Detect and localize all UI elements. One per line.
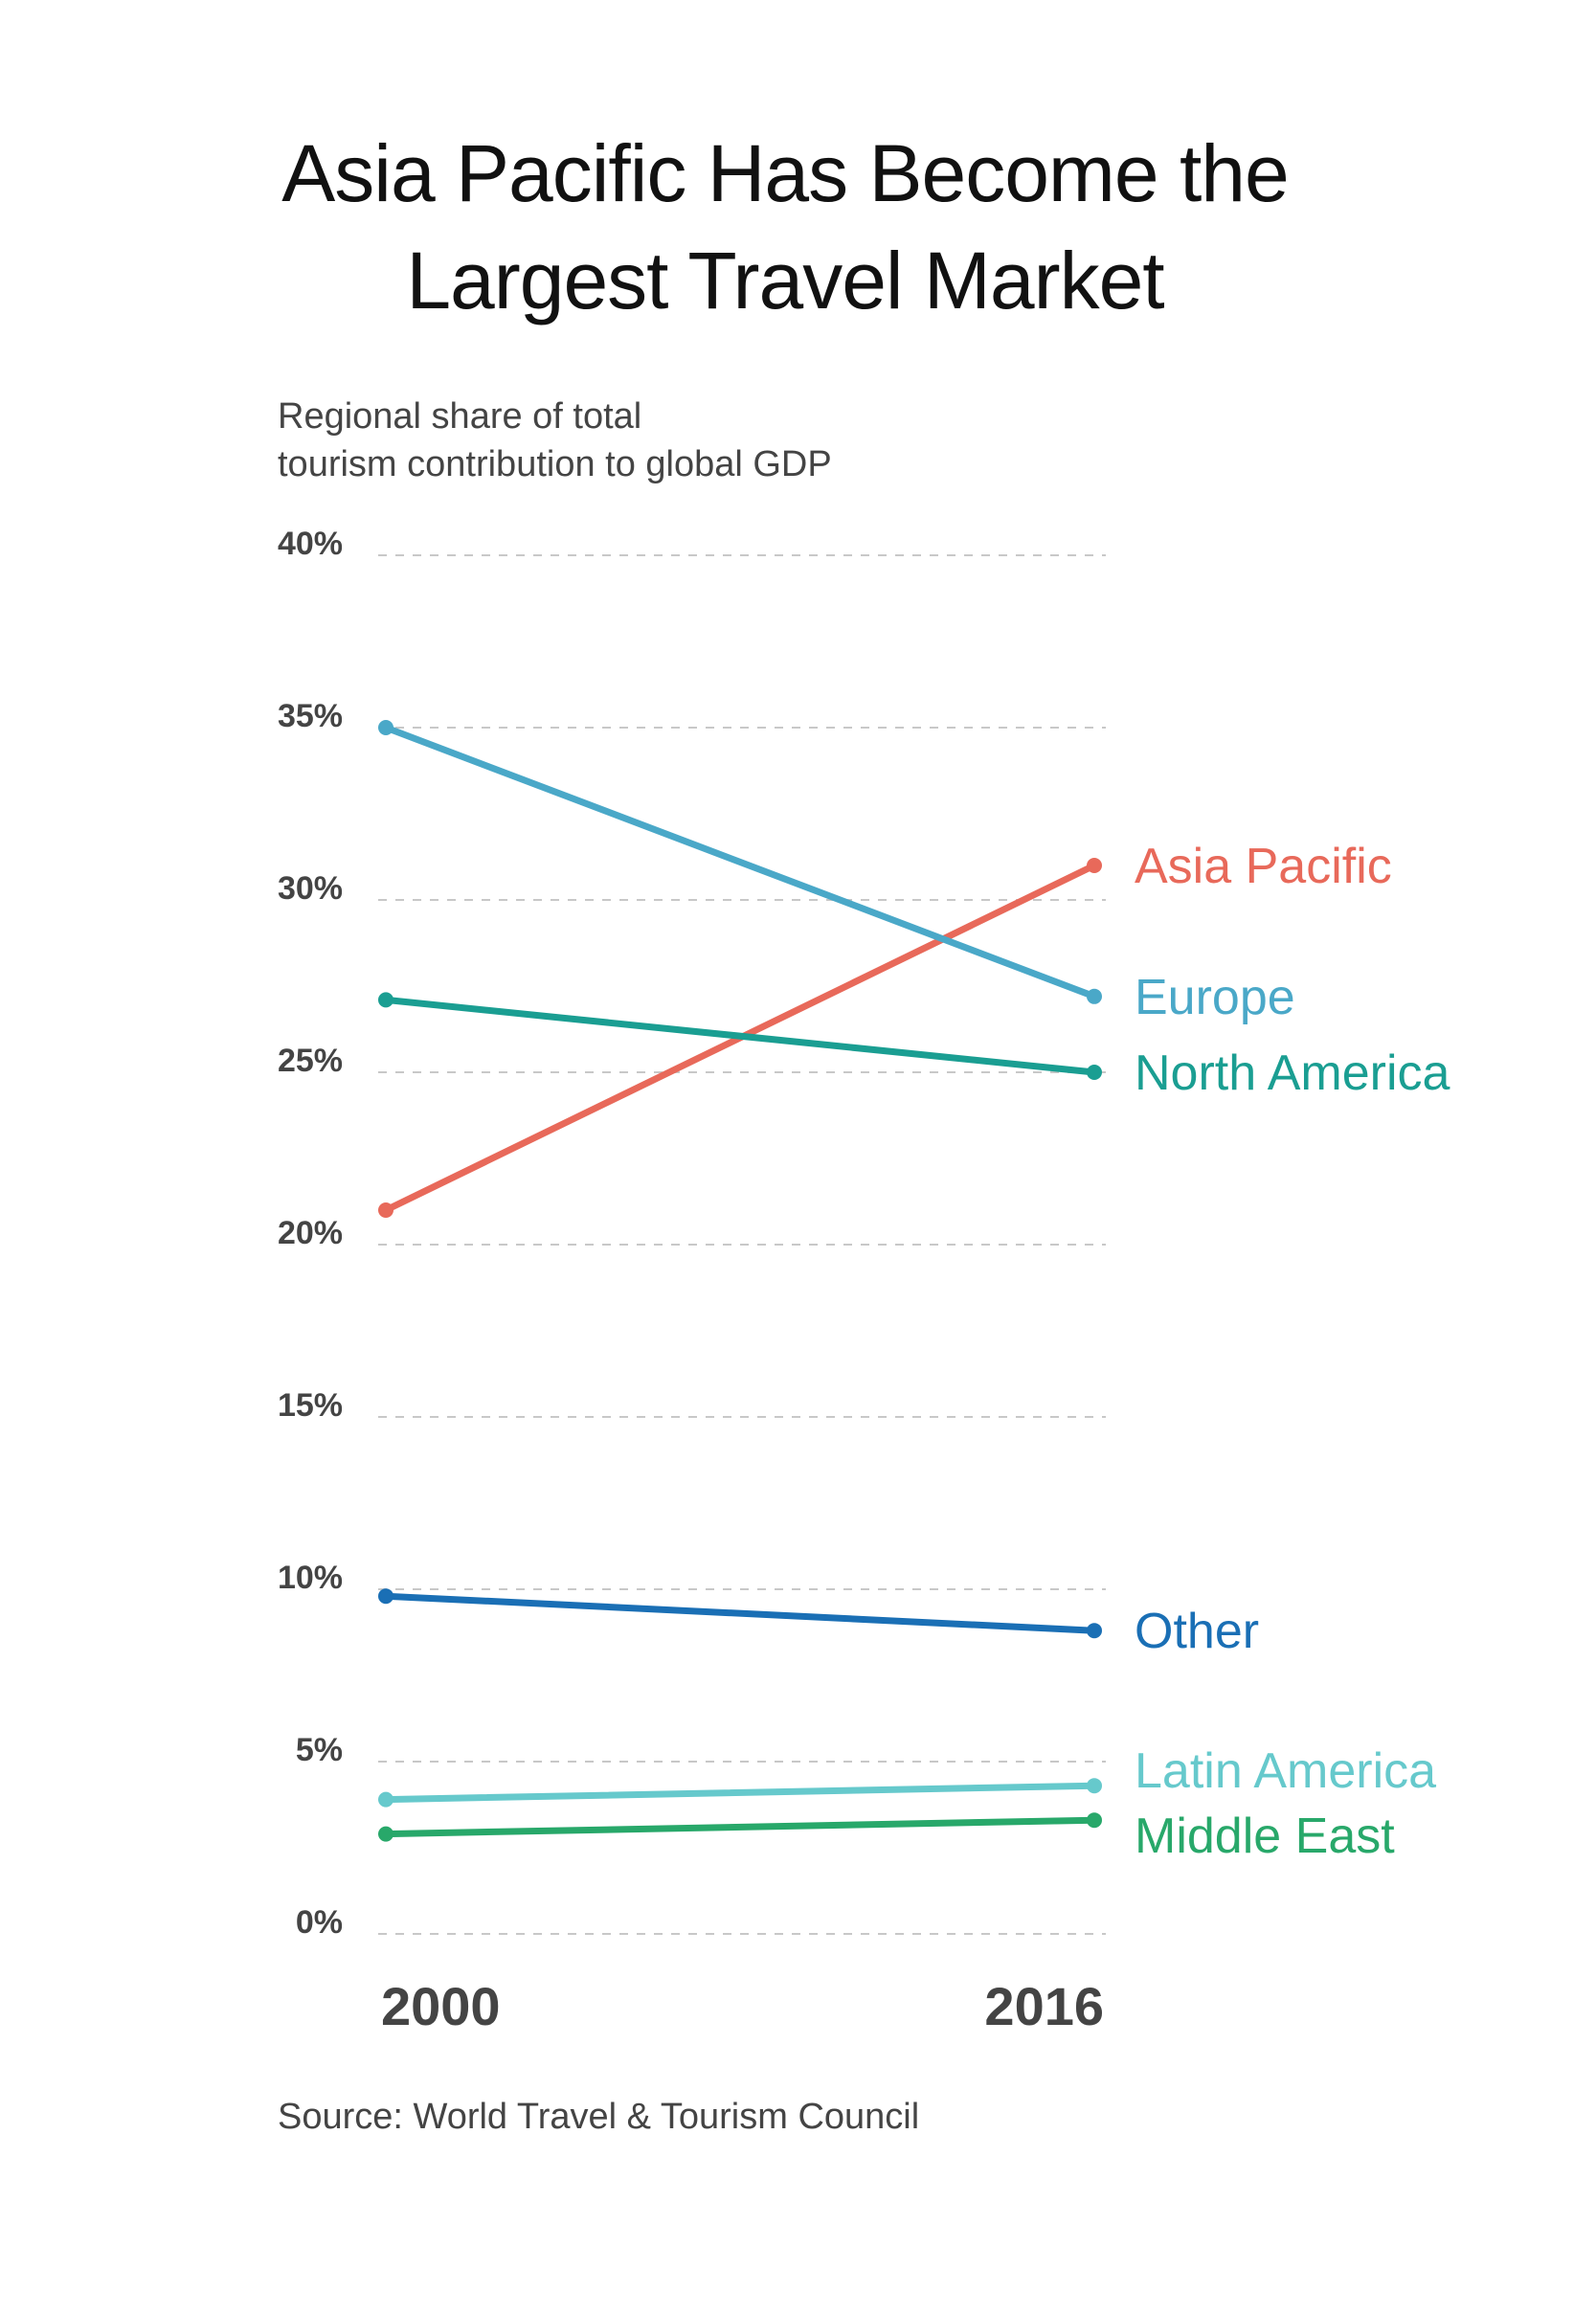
series-label: Asia Pacific xyxy=(1135,839,1392,894)
y-tick-label: 15% xyxy=(278,1387,343,1424)
series-label: Middle East xyxy=(1135,1809,1395,1864)
chart-subtitle-line2: tourism contribution to global GDP xyxy=(278,444,832,484)
x-tick-label: 2000 xyxy=(381,1976,501,2036)
y-tick-label: 30% xyxy=(278,870,343,907)
series-label: Other xyxy=(1135,1604,1259,1659)
series-line xyxy=(382,996,1098,1076)
series-label: Europe xyxy=(1135,970,1295,1025)
series-labels: Asia Pacific Europe North America Other Lati… xyxy=(1135,839,1450,1864)
y-tick-label: 35% xyxy=(278,698,343,734)
data-point xyxy=(1087,858,1102,873)
data-point xyxy=(378,992,393,1008)
y-tick-label: 0% xyxy=(296,1904,343,1941)
y-tick-label: 25% xyxy=(278,1043,343,1079)
data-point xyxy=(378,1791,393,1808)
x-axis-ticks: 2000 2016 xyxy=(381,1976,1104,2036)
data-point xyxy=(1087,1778,1102,1794)
chart-title-line1: Asia Pacific Has Become the xyxy=(281,128,1289,218)
data-point xyxy=(378,720,393,735)
chart-subtitle: Regional share of total tourism contribu… xyxy=(278,393,1139,488)
y-tick-label: 10% xyxy=(278,1560,343,1596)
y-tick-label: 5% xyxy=(296,1732,343,1768)
series-line xyxy=(382,1592,1098,1634)
data-point xyxy=(378,1826,393,1842)
y-axis-ticks: 0% 5% 10% 15% 20% 25% 30% 35% 40% xyxy=(278,526,343,1941)
gridlines xyxy=(378,554,1106,1935)
data-point xyxy=(378,1202,393,1218)
data-point xyxy=(1087,1812,1102,1829)
series-label: North America xyxy=(1135,1045,1450,1101)
series-line xyxy=(382,1782,1098,1804)
source-note: Source: World Travel & Tourism Council xyxy=(278,2097,920,2137)
series-line xyxy=(382,1816,1098,1838)
chart-subtitle-line1: Regional share of total xyxy=(278,396,642,437)
chart-title-line2: Largest Travel Market xyxy=(406,236,1164,326)
series-label: Latin America xyxy=(1135,1743,1436,1799)
y-tick-label: 40% xyxy=(278,526,343,562)
series-lines xyxy=(378,720,1102,1842)
data-point xyxy=(1087,1623,1102,1639)
chart-title: Asia Pacific Has Become the Largest Trav… xyxy=(0,120,1570,334)
data-point xyxy=(378,1588,393,1605)
data-point xyxy=(1087,988,1102,1004)
y-tick-label: 20% xyxy=(278,1215,343,1251)
x-tick-label: 2016 xyxy=(984,1976,1104,2036)
data-point xyxy=(1087,1065,1102,1080)
series-line xyxy=(382,724,1098,1000)
